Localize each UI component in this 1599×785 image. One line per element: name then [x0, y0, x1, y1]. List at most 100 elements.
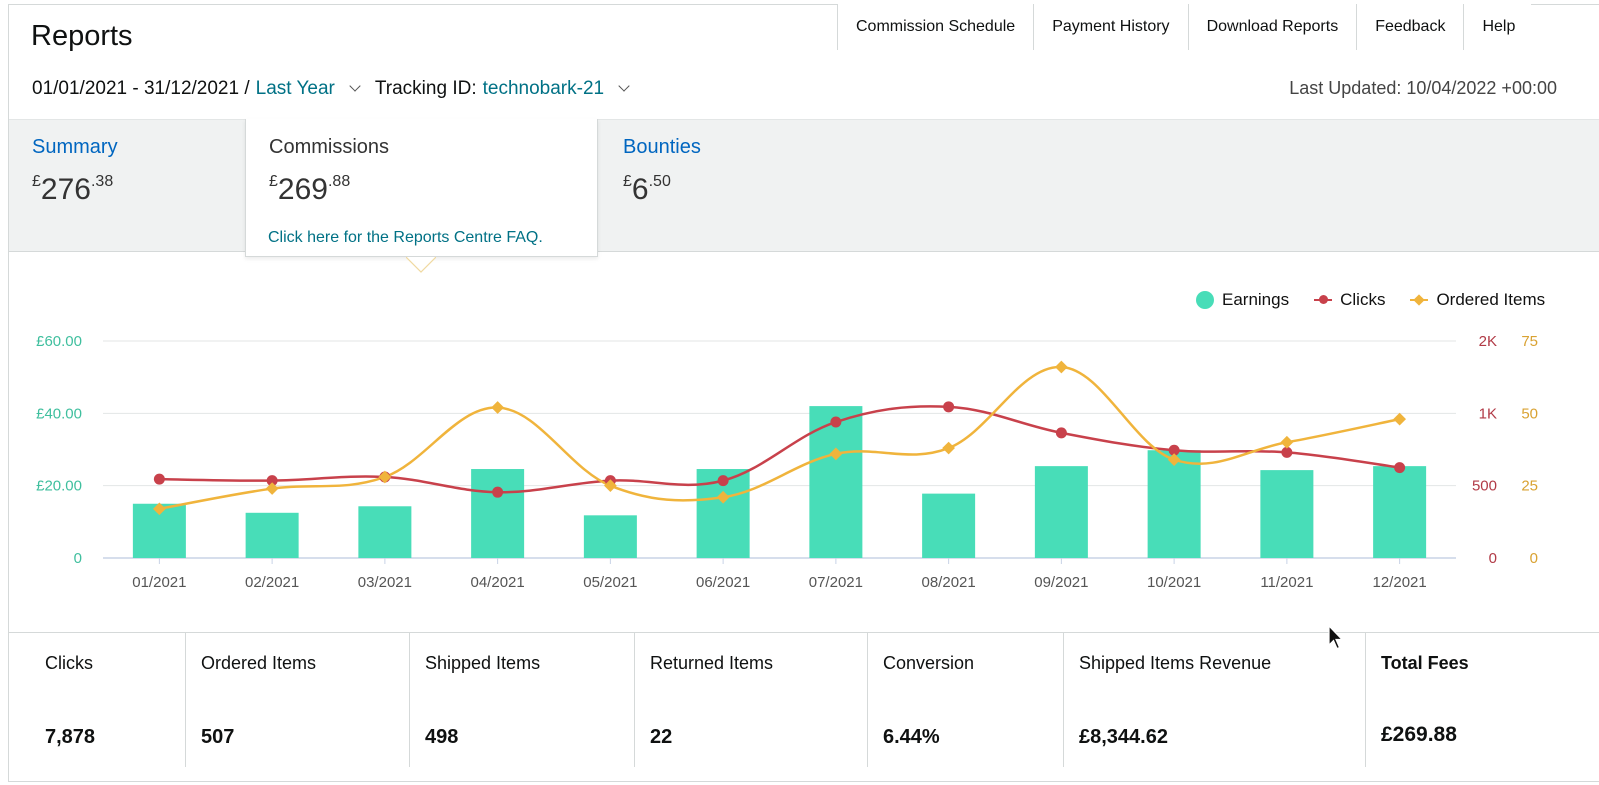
ordered-items-line	[159, 365, 1400, 511]
commissions-tab: Commissions	[269, 136, 390, 158]
y-tick-label-left: £40.00	[36, 405, 82, 422]
tracking-label: Tracking ID:	[374, 78, 477, 99]
earnings-bar	[245, 512, 299, 558]
mouse-cursor-icon	[1328, 625, 1344, 650]
y-tick-label-ordered: 75	[1521, 333, 1538, 350]
feedback-button[interactable]: Feedback	[1356, 4, 1464, 50]
metric-label: Total Fees	[1381, 653, 1469, 673]
performance-chart: 0 £20.00 £40.00 £60.00 0 500 1K 2K 0 25 50 75 01/202…	[36, 333, 1538, 591]
reports-faq-link[interactable]: Click here for the Reports Centre FAQ.	[268, 229, 543, 246]
metric-value: 507	[201, 726, 235, 748]
summary-tile[interactable]: Summary £276.38	[9, 119, 245, 252]
download-reports-button[interactable]: Download Reports	[1187, 4, 1357, 50]
y-tick-label-ordered: 50	[1521, 405, 1538, 422]
clicks-point	[1168, 444, 1180, 456]
ordered-items-point	[265, 482, 279, 495]
x-tick-label: 02/2021	[245, 574, 299, 591]
metric-value: 498	[425, 726, 459, 748]
earnings-bar	[358, 506, 412, 558]
x-tick-label: 11/2021	[1260, 574, 1313, 591]
x-tick-label: 03/2021	[358, 574, 412, 591]
metric-label: Conversion	[883, 653, 975, 673]
earnings-bar	[922, 493, 976, 558]
metric-label: Shipped Items	[425, 653, 541, 673]
metric-ordered-items: Ordered Items 507	[186, 633, 410, 767]
metric-label: Returned Items	[650, 653, 774, 673]
commissions-tile[interactable]: Commissions £269.88 Click here for the R…	[245, 119, 598, 257]
last-updated: Last Updated: 10/04/2022 +00:00	[1289, 78, 1557, 98]
clicks-point	[830, 416, 842, 428]
x-tick-label: 06/2021	[696, 574, 750, 591]
clicks-point	[1055, 427, 1067, 439]
filter-row: 01/01/2021 - 31/12/2021 / Last Year Trac…	[32, 78, 644, 100]
top-nav: Commission Schedule Payment History Down…	[837, 4, 1532, 50]
metric-label: Clicks	[45, 653, 93, 673]
y-tick-label-clicks: 2K	[1479, 333, 1497, 350]
metric-value: 7,878	[45, 726, 96, 748]
metric-value: £269.88	[1381, 723, 1457, 746]
chart-legend: Earnings Clicks Ordered Items	[1196, 290, 1545, 310]
period-dropdown[interactable]: Last Year	[255, 78, 335, 99]
earnings-bar	[809, 406, 863, 558]
metric-shipped-items-revenue: Shipped Items Revenue £8,344.62	[1064, 633, 1366, 767]
earnings-bar	[471, 469, 525, 558]
ordered-items-point	[153, 502, 166, 516]
x-tick-label: 08/2021	[922, 574, 976, 591]
earnings-bar	[1260, 470, 1314, 558]
metric-conversion: Conversion 6.44%	[868, 633, 1064, 767]
y-tick-label-ordered: 25	[1521, 478, 1538, 495]
earnings-legend-icon	[1196, 291, 1214, 309]
ordered-items-legend-icon	[1410, 291, 1429, 309]
y-tick-label-clicks: 1K	[1479, 405, 1497, 422]
clicks-legend-icon	[1314, 291, 1333, 309]
metric-value: 6.44%	[883, 726, 940, 748]
ordered-items-point	[1055, 360, 1068, 374]
ordered-items-point	[1280, 435, 1294, 449]
legend-earnings-label: Earnings	[1222, 290, 1290, 309]
legend-earnings[interactable]: Earnings	[1196, 290, 1289, 310]
summary-amount: £276.38	[32, 173, 114, 206]
y-tick-label-left: £20.00	[36, 478, 82, 495]
metric-total-fees: Total Fees £269.88	[1366, 633, 1599, 767]
tracking-id-dropdown[interactable]: technobark-21	[482, 78, 605, 99]
ordered-items-point	[942, 441, 955, 455]
y-tick-label-clicks: 500	[1472, 478, 1497, 495]
clicks-line	[159, 405, 1400, 494]
legend-clicks-label: Clicks	[1340, 290, 1386, 309]
x-tick-label: 10/2021	[1147, 574, 1201, 591]
y-tick-label-ordered: 0	[1530, 550, 1538, 567]
clicks-point	[717, 475, 729, 487]
help-button[interactable]: Help	[1463, 4, 1532, 50]
clicks-point	[1281, 446, 1293, 458]
earnings-bar	[1147, 450, 1201, 558]
metric-label: Ordered Items	[201, 653, 317, 673]
payment-history-button[interactable]: Payment History	[1033, 4, 1188, 50]
summary-tab[interactable]: Summary	[32, 136, 118, 158]
metric-value: 22	[650, 726, 673, 748]
metric-label: Shipped Items Revenue	[1079, 653, 1272, 673]
page-title: Reports	[31, 20, 133, 52]
commission-schedule-button[interactable]: Commission Schedule	[837, 4, 1034, 50]
clicks-point	[153, 473, 165, 485]
bounties-tab[interactable]: Bounties	[623, 136, 701, 158]
y-tick-label-clicks: 0	[1489, 550, 1497, 567]
bounties-tile[interactable]: Bounties £6.50	[600, 119, 850, 252]
x-tick-label: 07/2021	[809, 574, 863, 591]
legend-clicks[interactable]: Clicks	[1314, 290, 1385, 310]
x-tick-label: 01/2021	[132, 574, 186, 591]
date-range: 01/01/2021 - 31/12/2021 /	[32, 78, 250, 99]
y-tick-label-left: 0	[74, 550, 82, 567]
metric-returned-items: Returned Items 22	[635, 633, 868, 767]
metrics-bar: Clicks 7,878 Ordered Items 507 Shipped I…	[9, 632, 1599, 767]
ordered-items-point	[378, 470, 392, 484]
x-tick-label: 12/2021	[1373, 574, 1427, 591]
legend-ordered-items[interactable]: Ordered Items	[1410, 290, 1545, 310]
ordered-items-point	[491, 401, 504, 414]
earnings-bar	[1034, 466, 1088, 558]
metric-shipped-items: Shipped Items 498	[410, 633, 635, 767]
clicks-point	[1394, 462, 1406, 474]
earnings-bar	[1373, 466, 1427, 558]
earnings-bar	[583, 515, 637, 558]
clicks-point	[492, 486, 504, 498]
tab-pointer-icon	[406, 257, 436, 273]
